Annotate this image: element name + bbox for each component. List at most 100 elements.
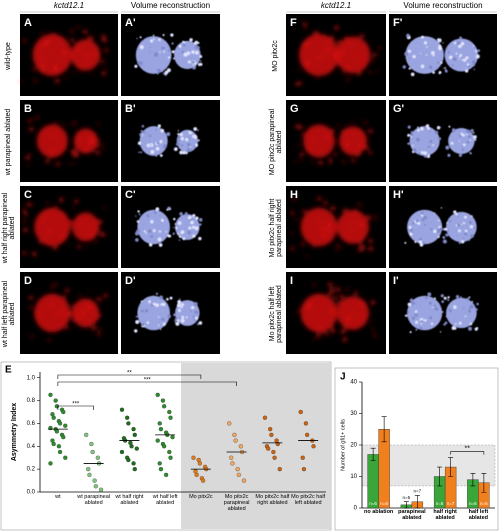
volume-grain <box>407 142 410 145</box>
volume-grain <box>177 130 180 132</box>
volume-grain <box>160 218 164 223</box>
stain-speck <box>61 42 64 44</box>
data-point <box>271 449 276 455</box>
stain-speck <box>372 328 375 332</box>
volume-grain <box>473 226 476 229</box>
stain-speck <box>32 252 37 257</box>
volume-grain <box>431 306 434 308</box>
micrograph <box>389 100 497 182</box>
stain-speck <box>362 315 366 318</box>
volume-grain <box>180 318 185 323</box>
stain-speck <box>66 123 69 126</box>
stain-speck <box>316 329 321 334</box>
stain-speck <box>92 329 95 331</box>
volume-grain <box>458 58 460 60</box>
n-label: n=5 <box>480 501 488 506</box>
stain-speck <box>345 125 348 127</box>
stain-speck <box>53 65 57 69</box>
volume-grain <box>189 38 193 42</box>
volume-grain <box>459 36 463 40</box>
stain <box>34 207 71 247</box>
volume-grain <box>466 133 468 136</box>
stain-speck <box>50 303 54 306</box>
stain-speck <box>83 29 88 34</box>
volume-grain <box>177 308 181 312</box>
volume-grain <box>419 326 423 330</box>
panel-letter: F' <box>393 17 403 29</box>
x-tick-label: wt parapineal ablated <box>77 494 110 506</box>
volume-grain <box>434 307 439 311</box>
stain-speck <box>345 235 349 239</box>
significance: ** <box>127 371 132 377</box>
volume-grain <box>404 314 408 317</box>
stain-speck <box>348 75 351 78</box>
column-header: kctd12.1 <box>321 1 351 10</box>
volume-grain <box>177 132 180 136</box>
volume-grain <box>474 138 477 141</box>
volume-grain <box>468 239 471 242</box>
volume-grain <box>425 124 430 128</box>
stain-speck <box>304 41 309 46</box>
volume-grain <box>192 65 196 70</box>
volume-grain <box>146 214 150 218</box>
stain-speck <box>37 316 41 320</box>
volume-grain <box>146 143 151 148</box>
volume-grain <box>139 36 142 39</box>
stain-speck <box>357 247 362 252</box>
volume-grain <box>436 126 441 130</box>
volume-grain <box>139 144 143 147</box>
stain-speck <box>86 138 90 141</box>
volume-grain <box>156 72 159 75</box>
volume-grain <box>159 140 163 143</box>
volume-grain <box>414 240 417 244</box>
volume-grain <box>140 61 143 64</box>
stain-speck <box>74 199 79 204</box>
volume-grain <box>194 320 197 322</box>
x-tick-label: Mo pitx2c parapineal ablated <box>223 494 250 512</box>
volume-grain <box>443 296 447 300</box>
data-point <box>157 421 162 426</box>
volume-grain <box>423 215 428 220</box>
volume-grain <box>146 321 150 324</box>
volume-grain <box>193 127 198 131</box>
stain-speck <box>67 313 72 318</box>
volume-grain <box>468 65 471 68</box>
volume-grain <box>461 240 465 244</box>
stain <box>34 293 71 333</box>
volume-grain <box>447 51 450 54</box>
stain-speck <box>368 129 373 134</box>
stain-speck <box>87 305 92 310</box>
volume-grain <box>198 218 203 222</box>
panel-letter: A' <box>125 17 136 29</box>
stain-speck <box>302 22 307 27</box>
stain-speck <box>58 121 60 124</box>
stain-speck <box>72 121 76 125</box>
panel-letter: I' <box>393 275 399 287</box>
data-point <box>235 466 240 472</box>
volume-grain <box>457 229 461 233</box>
signal <box>22 197 106 257</box>
volume-grain <box>149 134 152 138</box>
volume-grain <box>444 69 448 73</box>
volume-grain <box>181 315 185 319</box>
volume-grain <box>455 224 458 227</box>
volume-grain <box>464 229 468 233</box>
volume-grain <box>183 41 186 44</box>
volume-grain <box>155 207 160 211</box>
stain-speck <box>368 238 373 244</box>
stain-speck <box>24 212 28 216</box>
stain-speck <box>312 244 316 248</box>
volume-grain <box>193 302 198 306</box>
volume-grain <box>465 56 469 60</box>
volume-grain <box>444 321 448 325</box>
data-point <box>298 409 303 415</box>
x-tick-label: parapineal ablated <box>398 509 426 521</box>
stain-speck <box>301 319 305 322</box>
volume-grain <box>157 124 161 128</box>
stain-speck <box>101 59 105 63</box>
volume-grain <box>469 322 473 326</box>
volume-grain <box>167 234 171 238</box>
y-tick-label: 10 <box>350 474 357 480</box>
volume-grain <box>467 309 472 313</box>
data-point <box>54 429 60 434</box>
